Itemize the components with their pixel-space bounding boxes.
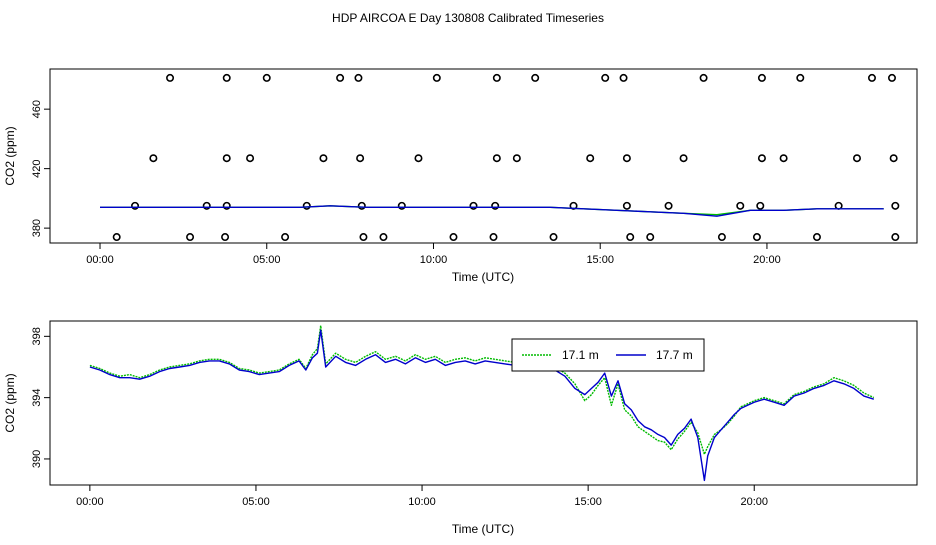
scatter-point [757, 73, 766, 82]
scatter-point [736, 201, 745, 210]
scatter-point [619, 73, 628, 82]
scatter-point [492, 73, 501, 82]
plot-frame [49, 320, 918, 486]
scatter-point [586, 154, 595, 163]
scatter-point [646, 233, 655, 242]
scatter-point [222, 154, 231, 163]
scatter-point [359, 233, 368, 242]
legend: 17.1 m 17.7 m [511, 338, 705, 372]
scatter-point [796, 73, 805, 82]
scatter-point [531, 73, 540, 82]
scatter-point [449, 233, 458, 242]
scatter-point [262, 73, 271, 82]
scatter-point [622, 154, 631, 163]
scatter-point [246, 154, 255, 163]
scatter-point [414, 154, 423, 163]
scatter-point [336, 73, 345, 82]
scatter-point [222, 73, 231, 82]
x-tick-label: 05:00 [253, 254, 281, 266]
scatter-point [281, 233, 290, 242]
x-tick-label: 10:00 [420, 254, 448, 266]
scatter-point [354, 73, 363, 82]
series-line-2 [100, 205, 884, 217]
scatter-point [601, 73, 610, 82]
scatter-point [867, 73, 876, 82]
scatter-point [812, 233, 821, 242]
x-tick-label: 20:00 [740, 496, 768, 508]
x-tick-label: 20:00 [753, 254, 781, 266]
scatter-point [717, 233, 726, 242]
scatter-point [679, 154, 688, 163]
y-axis-label: CO2 (ppm) [3, 126, 17, 185]
scatter-point [319, 154, 328, 163]
scatter-point [664, 201, 673, 210]
scatter-point [549, 233, 558, 242]
scatter-point [131, 201, 140, 210]
scatter-point [891, 201, 900, 210]
scatter-point [889, 154, 898, 163]
scatter-point [202, 201, 211, 210]
y-tick-label: 460 [31, 100, 43, 118]
x-tick-label: 15:00 [586, 254, 614, 266]
x-tick-label: 00:00 [86, 254, 114, 266]
scatter-point [149, 154, 158, 163]
scatter-point [626, 233, 635, 242]
y-axis: 390 394 398 [31, 327, 50, 468]
scatter-point [221, 233, 230, 242]
y-tick-label: 380 [31, 219, 43, 237]
scatter-point [891, 233, 900, 242]
x-tick-label: 15:00 [574, 496, 602, 508]
scatter-point [357, 201, 366, 210]
scatter-point [756, 201, 765, 210]
y-axis-label: CO2 (ppm) [3, 373, 17, 432]
scatter-point [302, 201, 311, 210]
scatter-point [834, 201, 843, 210]
scatter-point [491, 201, 500, 210]
y-tick-label: 390 [31, 450, 43, 468]
legend-label-17-1-m: 17.1 m [562, 348, 599, 362]
scatter-point [379, 233, 388, 242]
y-axis: 380 420 460 [31, 100, 50, 237]
scatter-point [222, 201, 231, 210]
x-axis: 00:00 05:00 10:00 15:00 20:00 [76, 485, 768, 508]
series-line-17-1-m [89, 324, 875, 455]
bottom-co2-panel: 00:00 05:00 10:00 15:00 20:00 390 394 398 Time… [3, 320, 918, 536]
scatter-point [752, 233, 761, 242]
scatter-point [779, 154, 788, 163]
scatter-point [852, 154, 861, 163]
y-tick-label: 394 [31, 388, 43, 406]
series-line-17-7-m [89, 329, 875, 482]
scatter-point [489, 233, 498, 242]
x-axis: 00:00 05:00 10:00 15:00 20:00 [86, 243, 781, 266]
scatter-point [432, 73, 441, 82]
scatter-point [397, 201, 406, 210]
y-tick-label: 420 [31, 159, 43, 177]
scatter-point [469, 201, 478, 210]
scatter-point [492, 154, 501, 163]
x-axis-label: Time (UTC) [452, 522, 514, 536]
scatter-point [622, 201, 631, 210]
scatter-point [887, 73, 896, 82]
scatter-point [757, 154, 766, 163]
scatter-point [186, 233, 195, 242]
x-tick-label: 05:00 [242, 496, 270, 508]
top-co2-panel: 00:00 05:00 10:00 15:00 20:00 380 420 460 Time… [3, 68, 918, 284]
scatter-point [699, 73, 708, 82]
data-marks [100, 73, 900, 242]
scatter-point [166, 73, 175, 82]
chart-title: HDP AIRCOA E Day 130808 Calibrated Times… [332, 11, 604, 25]
scatter-point [512, 154, 521, 163]
legend-label-17-7-m: 17.7 m [656, 348, 693, 362]
data-marks [89, 324, 875, 482]
x-tick-label: 10:00 [408, 496, 436, 508]
x-axis-label: Time (UTC) [452, 270, 514, 284]
scatter-point [356, 154, 365, 163]
scatter-point [112, 233, 121, 242]
y-tick-label: 398 [31, 327, 43, 345]
x-tick-label: 00:00 [76, 496, 104, 508]
plot-frame [49, 68, 918, 244]
